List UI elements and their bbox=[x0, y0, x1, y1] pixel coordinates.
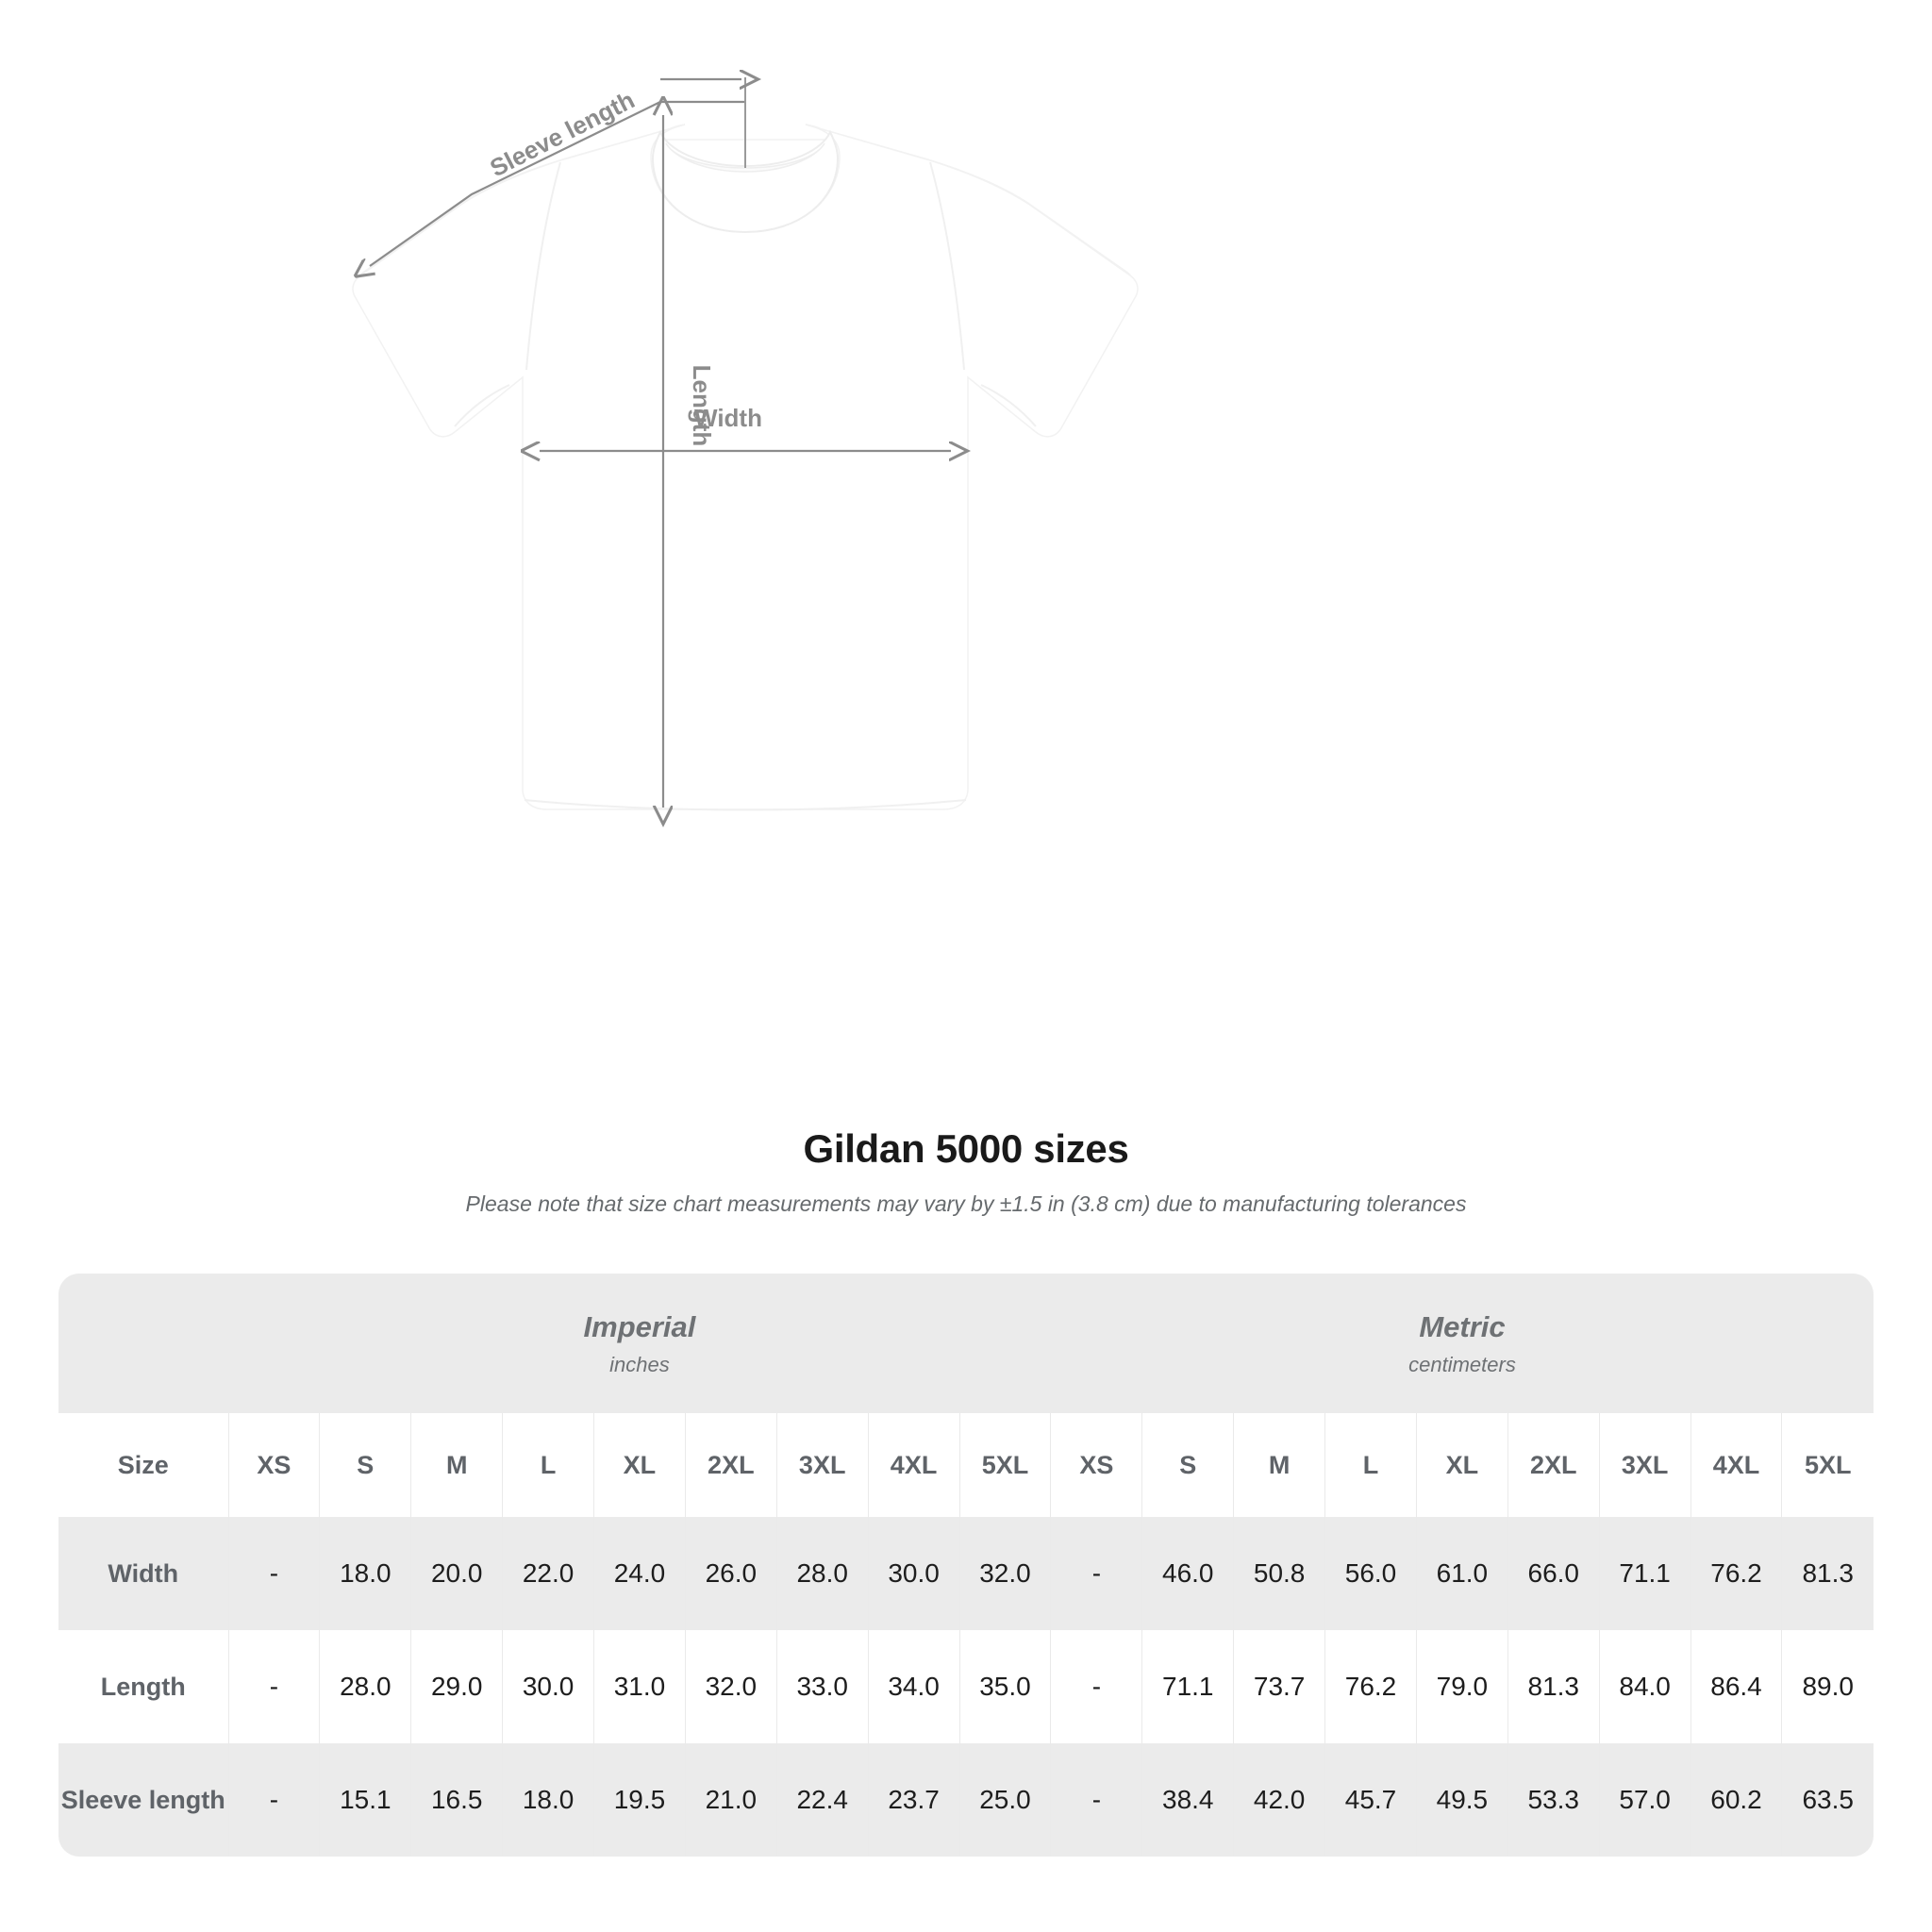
table-row: Length -28.0 29.0 30.0 31.0 32.0 33.0 34.0 35.0-… bbox=[58, 1630, 1874, 1743]
size-header-cell: XS bbox=[1050, 1413, 1142, 1517]
measurement-cell: 18.0 bbox=[319, 1517, 411, 1630]
measurement-cell: 49.5 bbox=[1415, 1743, 1508, 1857]
table-row: Sleeve length -15.1 16.5 18.0 19.5 21.0 22.4 23… bbox=[58, 1743, 1874, 1857]
unit-header-imperial: Imperial inches bbox=[228, 1274, 1051, 1413]
size-header-cell: S bbox=[319, 1413, 411, 1517]
size-header-cell: 3XL bbox=[1598, 1413, 1691, 1517]
size-table-container: Imperial inches Metric centimeters Size XS S M L… bbox=[58, 1274, 1874, 1857]
size-header-cell: 5XL bbox=[1781, 1413, 1874, 1517]
size-header-cell: S bbox=[1141, 1413, 1234, 1517]
size-header-label: Size bbox=[58, 1413, 228, 1517]
tolerance-note: Please note that size chart measurements… bbox=[465, 1191, 1467, 1217]
measurement-cell: 71.1 bbox=[1598, 1517, 1691, 1630]
measurement-cell: 61.0 bbox=[1415, 1517, 1508, 1630]
measurement-cell: 24.0 bbox=[593, 1517, 686, 1630]
measurement-cell: 45.7 bbox=[1324, 1743, 1417, 1857]
size-header-cell: 4XL bbox=[867, 1413, 959, 1517]
sleeve-length-dimension bbox=[370, 77, 745, 266]
measurement-cell: 56.0 bbox=[1324, 1517, 1417, 1630]
measurement-cell: 86.4 bbox=[1690, 1630, 1782, 1743]
measurement-cell: 22.4 bbox=[775, 1743, 869, 1857]
measurement-cell: 16.5 bbox=[410, 1743, 503, 1857]
measurement-cell: 18.0 bbox=[502, 1743, 594, 1857]
measurement-cell: 25.0 bbox=[958, 1743, 1051, 1857]
measurement-cell: 50.8 bbox=[1233, 1517, 1325, 1630]
measurement-cell: 42.0 bbox=[1233, 1743, 1325, 1857]
measurement-cell: - bbox=[227, 1630, 320, 1743]
measurement-cell: 76.2 bbox=[1324, 1630, 1417, 1743]
title-block: Gildan 5000 sizes Please note that size … bbox=[0, 1126, 1932, 1218]
measurement-cell: 81.3 bbox=[1781, 1517, 1874, 1630]
measurement-cell: 79.0 bbox=[1415, 1630, 1508, 1743]
unit-subtitle: inches bbox=[609, 1353, 670, 1377]
page-title: Gildan 5000 sizes bbox=[803, 1126, 1129, 1171]
size-header-cell: M bbox=[1233, 1413, 1325, 1517]
measurement-cell: 23.7 bbox=[867, 1743, 959, 1857]
measurement-cell: - bbox=[1050, 1743, 1142, 1857]
measurement-cell: 73.7 bbox=[1233, 1630, 1325, 1743]
measurement-cell: 89.0 bbox=[1781, 1630, 1874, 1743]
width-label: Width bbox=[694, 404, 762, 432]
unit-header-row: Imperial inches Metric centimeters bbox=[58, 1274, 1874, 1413]
measurement-cell: - bbox=[1050, 1630, 1142, 1743]
measurement-cell: 35.0 bbox=[958, 1630, 1051, 1743]
table-row: Width -18.0 20.0 22.0 24.0 26.0 28.0 30.0 32.0-4… bbox=[58, 1517, 1874, 1630]
measurement-cell: - bbox=[227, 1517, 320, 1630]
size-header-cell: 2XL bbox=[684, 1413, 777, 1517]
row-label-length: Length bbox=[58, 1630, 228, 1743]
tshirt-graphic bbox=[352, 124, 1139, 811]
measurement-cell: 32.0 bbox=[958, 1517, 1051, 1630]
size-header-cell: L bbox=[1324, 1413, 1417, 1517]
size-header-cell: XS bbox=[227, 1413, 320, 1517]
size-header-cell: XL bbox=[1415, 1413, 1508, 1517]
measurement-cell: 20.0 bbox=[410, 1517, 503, 1630]
measurement-cell: 30.0 bbox=[502, 1630, 594, 1743]
size-header-cell: XL bbox=[593, 1413, 686, 1517]
measurement-cell: 15.1 bbox=[319, 1743, 411, 1857]
measurement-cell: 32.0 bbox=[684, 1630, 777, 1743]
measurement-cell: 84.0 bbox=[1598, 1630, 1691, 1743]
length-label: Length bbox=[688, 365, 716, 447]
size-header-cell: M bbox=[410, 1413, 503, 1517]
measurement-cell: 22.0 bbox=[502, 1517, 594, 1630]
measurement-cell: 28.0 bbox=[775, 1517, 869, 1630]
measurement-cell: 66.0 bbox=[1507, 1517, 1600, 1630]
measurement-cell: 60.2 bbox=[1690, 1743, 1782, 1857]
measurement-cell: 71.1 bbox=[1141, 1630, 1234, 1743]
unit-name: Metric bbox=[1419, 1309, 1506, 1343]
unit-header-spacer bbox=[58, 1274, 228, 1413]
tshirt-diagram: Sleeve length Length Width bbox=[0, 0, 1139, 1113]
size-header-cell: 2XL bbox=[1507, 1413, 1600, 1517]
measurement-cell: - bbox=[227, 1743, 320, 1857]
unit-name: Imperial bbox=[583, 1309, 696, 1343]
size-header-row: Size XS S M L XL 2XL 3XL 4XL 5XL XS S M L XL 2XL 3XL 4XL 5… bbox=[58, 1413, 1874, 1517]
measurement-cell: 29.0 bbox=[410, 1630, 503, 1743]
measurement-cell: 33.0 bbox=[775, 1630, 869, 1743]
measurement-cell: 21.0 bbox=[684, 1743, 777, 1857]
measurement-cell: 31.0 bbox=[593, 1630, 686, 1743]
measurement-cell: 81.3 bbox=[1507, 1630, 1600, 1743]
unit-subtitle: centimeters bbox=[1408, 1353, 1516, 1377]
measurement-cell: 46.0 bbox=[1141, 1517, 1234, 1630]
row-label-sleeve-length: Sleeve length bbox=[58, 1743, 228, 1857]
measurement-cell: 76.2 bbox=[1690, 1517, 1782, 1630]
measurement-cell: 34.0 bbox=[867, 1630, 959, 1743]
measurement-cell: 53.3 bbox=[1507, 1743, 1600, 1857]
measurement-cell: 57.0 bbox=[1598, 1743, 1691, 1857]
measurement-cell: 19.5 bbox=[593, 1743, 686, 1857]
row-label-width: Width bbox=[58, 1517, 228, 1630]
size-header-cell: 4XL bbox=[1690, 1413, 1782, 1517]
size-header-cell: 3XL bbox=[775, 1413, 869, 1517]
unit-header-metric: Metric centimeters bbox=[1050, 1274, 1874, 1413]
size-header-cell: 5XL bbox=[958, 1413, 1051, 1517]
size-header-cell: L bbox=[502, 1413, 594, 1517]
measurement-cell: 38.4 bbox=[1141, 1743, 1234, 1857]
measurement-cell: - bbox=[1050, 1517, 1142, 1630]
measurement-cell: 30.0 bbox=[867, 1517, 959, 1630]
measurement-cell: 28.0 bbox=[319, 1630, 411, 1743]
size-table: Imperial inches Metric centimeters Size XS S M L… bbox=[58, 1274, 1874, 1857]
measurement-cell: 63.5 bbox=[1781, 1743, 1874, 1857]
measurement-cell: 26.0 bbox=[684, 1517, 777, 1630]
